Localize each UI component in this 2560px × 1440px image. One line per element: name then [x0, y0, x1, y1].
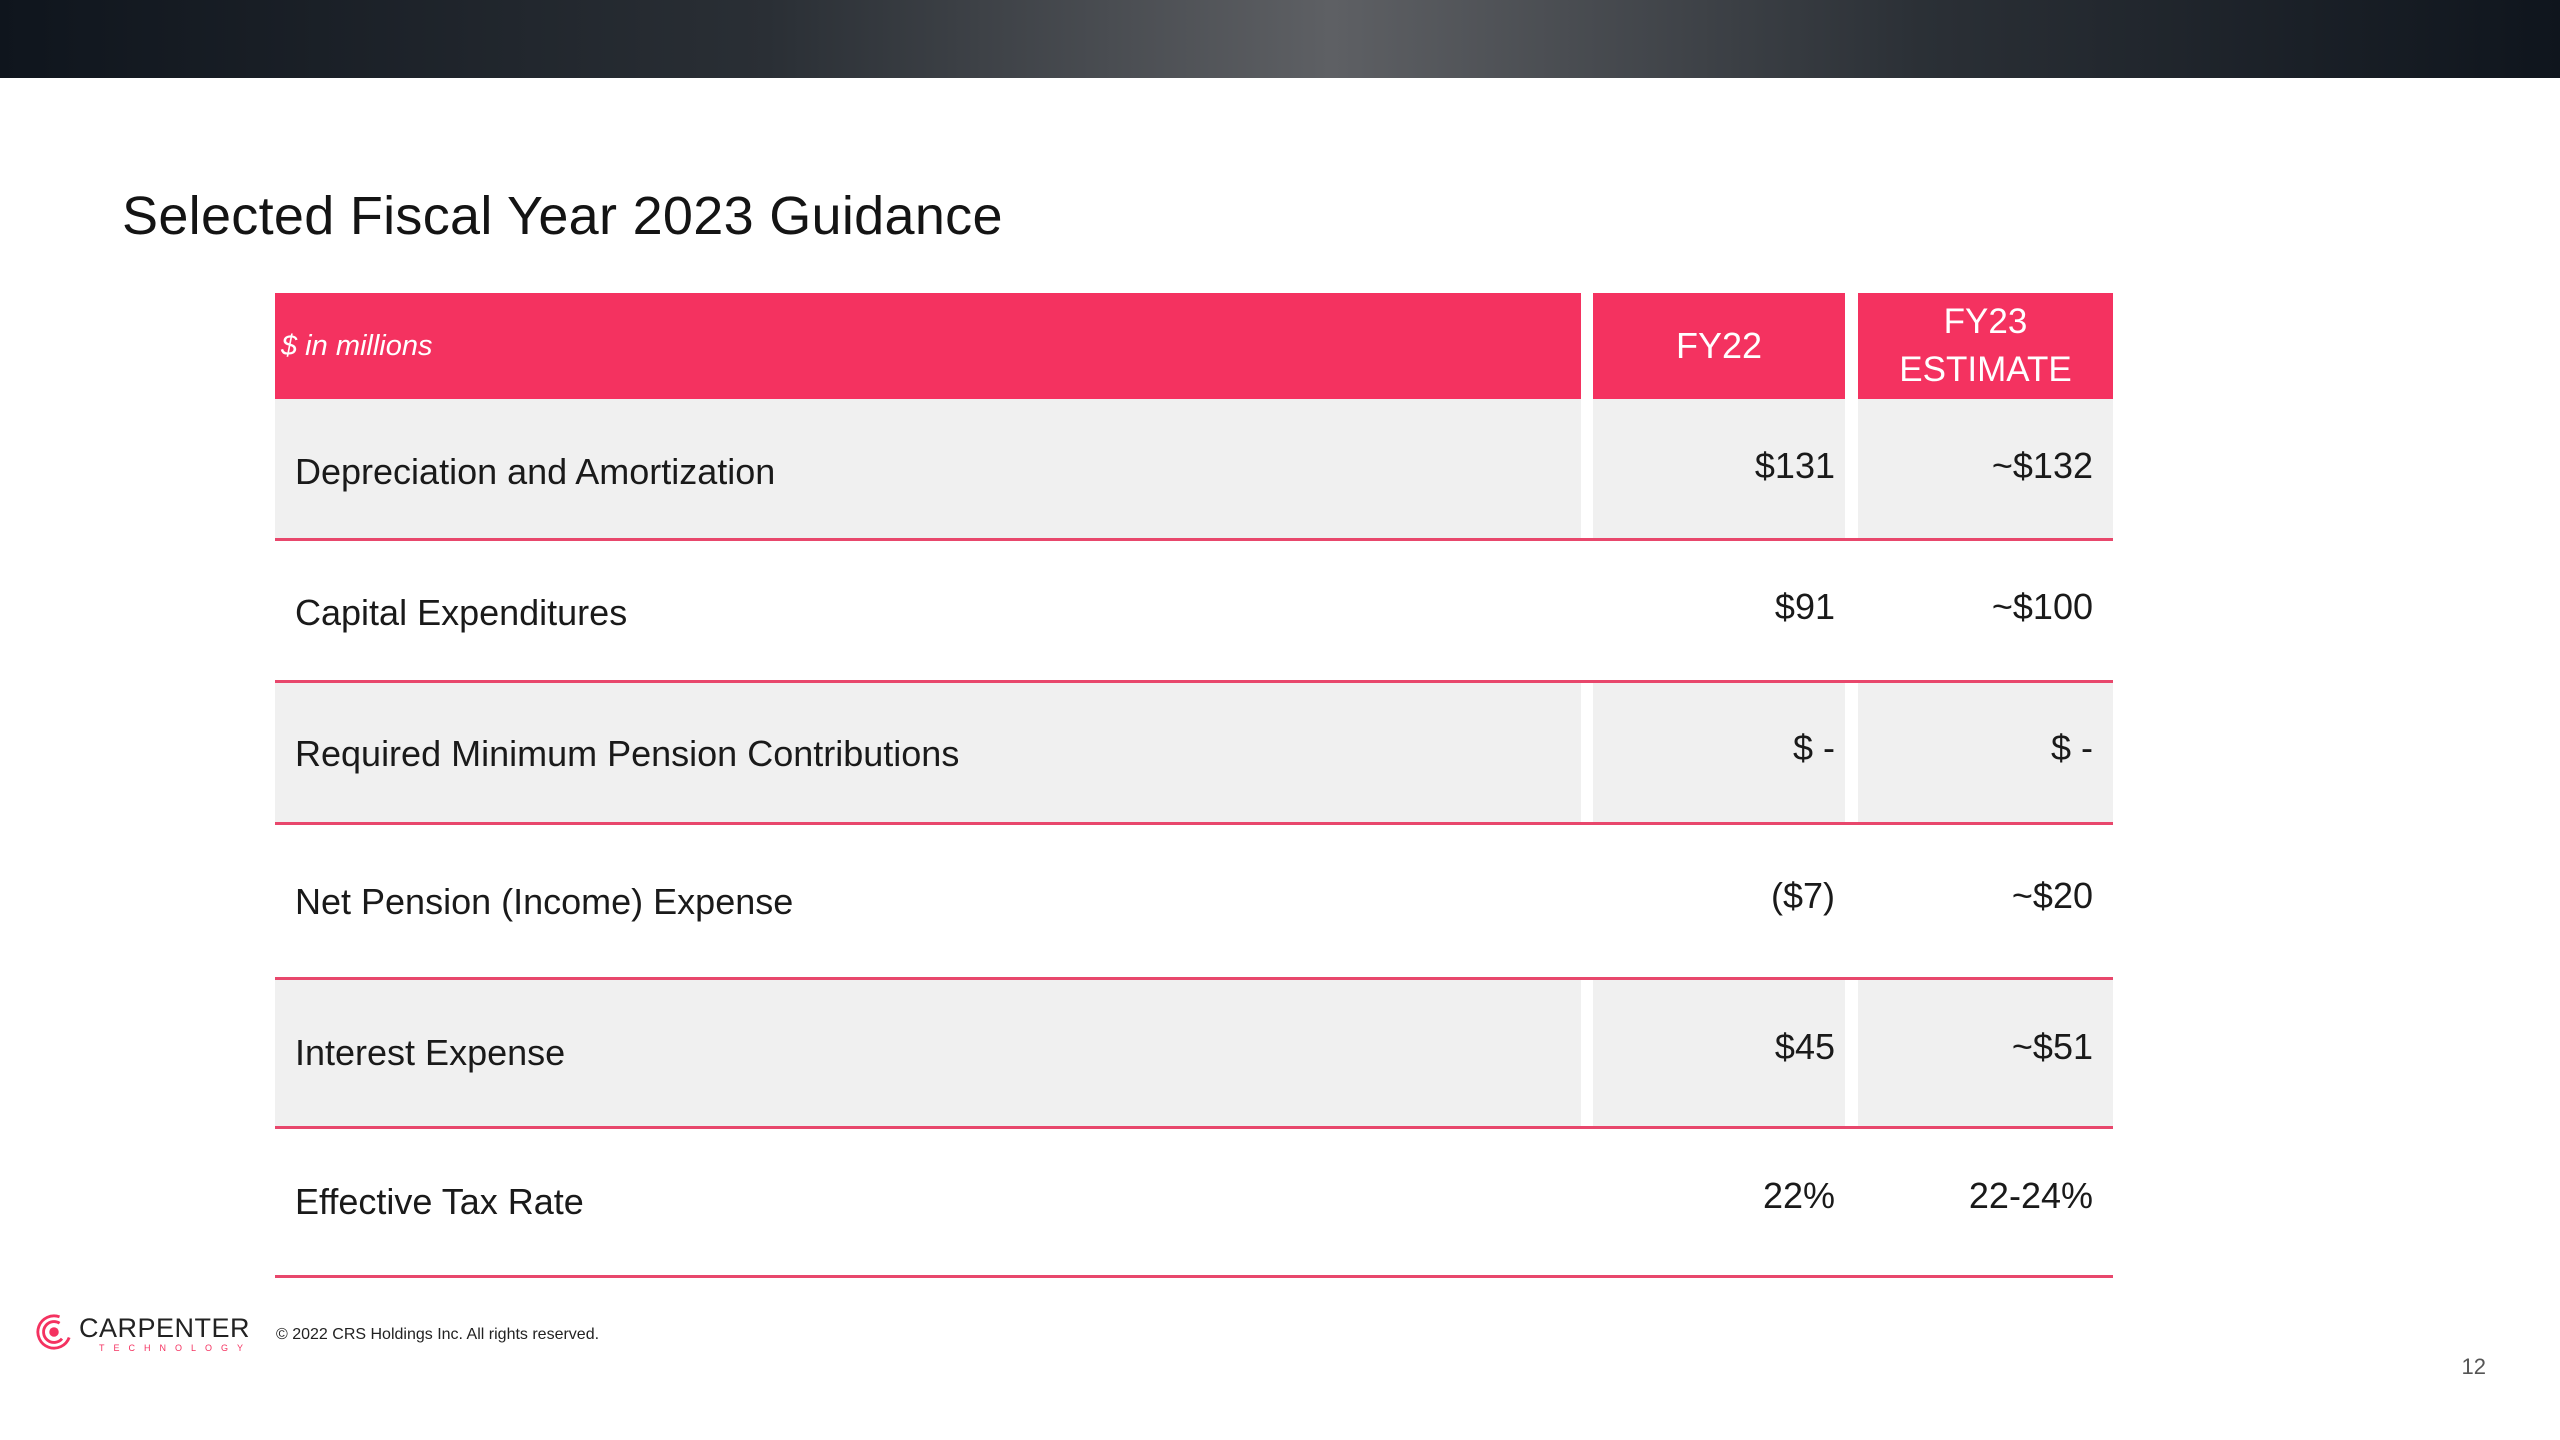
row-label: Effective Tax Rate [295, 1181, 584, 1222]
row-fy22-value: $131 [1754, 445, 1835, 486]
row-label: Required Minimum Pension Contributions [295, 733, 960, 774]
table-row: Depreciation and Amortization $131 ~$132 [275, 399, 2113, 541]
header-fy22: FY22 [1593, 293, 1845, 399]
row-fy22-value: $45 [1774, 1026, 1835, 1067]
row-label: Net Pension (Income) Expense [295, 881, 794, 922]
header-units-label: $ in millions [275, 293, 1581, 399]
row-label: Depreciation and Amortization [295, 451, 776, 492]
row-fy23-value: ~$100 [1991, 586, 2093, 627]
header-fy23-line2: ESTIMATE [1899, 350, 2072, 389]
table-row: Interest Expense $45 ~$51 [275, 980, 2113, 1129]
row-fy22-value: $91 [1774, 586, 1835, 627]
row-fy23-value: $ - [2050, 727, 2093, 768]
row-fy23-value: 22-24% [1968, 1175, 2093, 1216]
company-logo: CARPENTER TECHNOLOGY [35, 1313, 252, 1353]
page-number: 12 [2461, 1354, 2486, 1379]
table-header: $ in millions FY22 FY23 ESTIMATE [275, 293, 2113, 399]
table-row: Required Minimum Pension Contributions $… [275, 683, 2113, 825]
carpenter-logo-icon [36, 1314, 72, 1350]
row-fy23-value: ~$20 [2011, 875, 2093, 916]
copyright-notice: © 2022 CRS Holdings Inc. All rights rese… [276, 1326, 600, 1343]
table-row: Net Pension (Income) Expense ($7) ~$20 [275, 825, 2113, 980]
logo-subtitle: TECHNOLOGY [99, 1343, 253, 1353]
header-fy23-estimate: FY23 ESTIMATE [1858, 293, 2113, 399]
row-label: Capital Expenditures [295, 592, 628, 633]
header-fy23-line1: FY23 [1943, 302, 2028, 341]
row-fy22-value: ($7) [1770, 875, 1835, 916]
row-fy23-value: ~$51 [2011, 1026, 2093, 1067]
row-fy22-value: $ - [1792, 727, 1835, 768]
row-label: Interest Expense [295, 1032, 566, 1073]
row-fy23-value: ~$132 [1991, 445, 2093, 486]
table-row: Capital Expenditures $91 ~$100 [275, 541, 2113, 683]
page-title: Selected Fiscal Year 2023 Guidance [122, 186, 1003, 246]
guidance-table: $ in millions FY22 FY23 ESTIMATE Depreci… [275, 293, 2113, 1278]
row-fy22-value: 22% [1762, 1175, 1835, 1216]
top-banner [0, 0, 2560, 78]
table-row: Effective Tax Rate 22% 22-24% [275, 1129, 2113, 1278]
logo-name: CARPENTER [79, 1313, 251, 1343]
